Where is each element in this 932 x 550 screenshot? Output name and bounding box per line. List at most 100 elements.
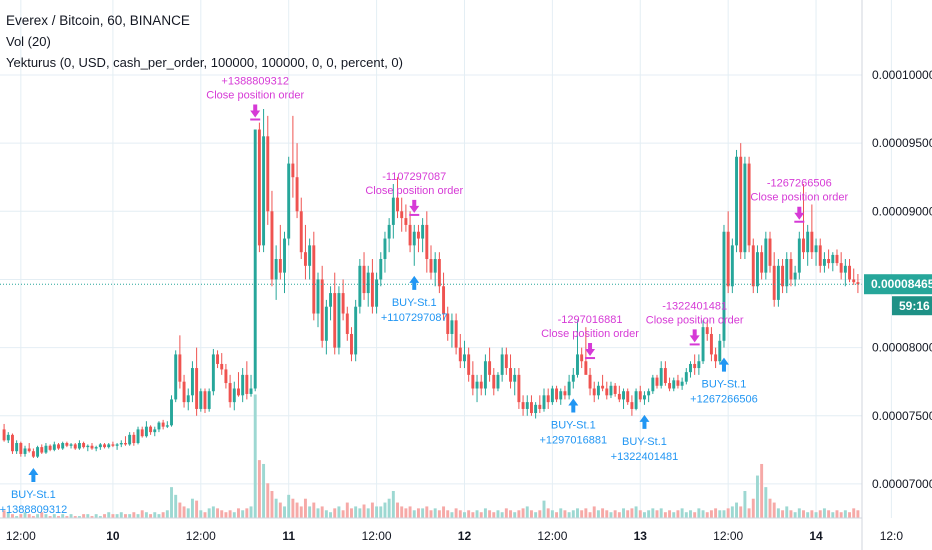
candle-body [818,245,822,266]
candle-body [806,231,810,253]
volume-bar [124,514,127,518]
candle-body [622,391,625,400]
candle-body [580,354,584,362]
volume-bar [232,512,236,518]
close-arrow-icon [689,329,700,343]
candle-body [521,402,525,409]
buy-amount-label: +1267266506 [690,394,758,406]
candle-body [287,163,291,239]
volume-bar [396,502,399,518]
volume-bar [224,512,228,518]
time-axis[interactable]: 12:00 10 12:00 11 12:00 12 12:00 13 12:00 14 12:0 [0,517,903,543]
buy-label: BUY-St.1 [702,379,747,391]
time-tick-label: 12:00 [6,529,36,543]
volume-bar [684,512,688,518]
volume-bar [220,510,224,518]
volume-bar [36,514,40,518]
buy-arrow-icon [639,414,650,429]
candle-body [107,444,111,448]
candle-body [354,306,358,355]
volume-bar [86,514,90,518]
candle-body [165,425,169,427]
volume-bar [843,510,847,518]
volume-bar [785,506,789,518]
volume-bar [73,516,77,518]
candle-body [550,388,554,403]
volume-bar [107,512,111,518]
candle-body [500,354,504,375]
candle-body [630,402,634,409]
candle-body [735,156,738,246]
buy-amount-label: +1322401481 [611,451,679,463]
candle-body [283,238,286,273]
candle-body [124,443,127,445]
volume-bar [15,516,19,518]
close-amount-label: -1322401481 [662,300,727,312]
volume-bar [500,512,504,518]
candle-body [651,377,655,392]
volume-bar [44,514,48,518]
volume-bar [170,487,173,518]
price-tick-label: 0.00009000 [872,204,932,218]
volume-bar [157,514,161,518]
candle-body [153,429,157,433]
candle-body [337,293,341,348]
volume-bar [52,514,56,518]
volume-bar [622,508,625,518]
volume-bar [517,510,521,518]
candle-body [776,265,780,300]
volume-bar [40,512,44,518]
volume-bar [391,490,395,518]
candle-body [412,231,416,246]
candle-body [170,399,173,426]
candle-body [429,259,433,273]
price-axis[interactable]: 0.000100000.000095000.000090000.00008500… [861,0,932,550]
close-arrow-icon [585,343,596,357]
symbol-title: Everex / Bitcoin, 60, BINANCE [6,13,190,28]
candle-body [333,293,337,348]
volume-bar [362,504,366,518]
volume-bar [651,508,655,518]
volume-bar [450,512,454,518]
volume-bar [354,506,358,518]
volume-bar [739,506,743,518]
candle-body [174,354,178,400]
volume-bar [701,510,705,518]
countdown-badge [892,296,932,316]
trade-markers: BUY-St.1 +1388809312 Close position order +… [0,76,849,517]
candle-body [672,380,676,389]
volume-bar [149,514,153,518]
volume-bar [190,498,194,518]
candle-body [802,238,805,253]
candle-body [655,377,659,386]
candle-body [638,391,642,400]
strategy-label[interactable]: Yekturus (0, USD, cash_per_order, 100000… [6,55,403,70]
candle-body [488,361,492,375]
volume-bar [278,502,282,518]
volume-bar [831,512,835,518]
candle-body [613,385,617,394]
volume-bar [483,508,487,518]
volume-bar [333,508,337,518]
candle-body [86,445,90,448]
volume-bar [366,508,370,518]
candle-body [144,426,148,437]
volume-bar [94,514,98,518]
candle-body [408,224,412,246]
candle-body [40,447,44,453]
candle-body [216,354,220,364]
volume-bar [550,510,554,518]
candle-body [119,443,123,445]
candle-body [132,434,136,444]
volume-bar [111,514,115,518]
volume-indicator-label[interactable]: Vol (20) [6,34,51,49]
volume-bar [567,512,571,518]
volume-bar [266,483,270,518]
volume-bar [479,512,483,518]
volume-bar [6,512,10,518]
volume-bar [132,512,136,518]
candle-body [856,282,860,285]
time-tick-label: 12:00 [362,529,392,543]
candle-body [458,347,462,362]
